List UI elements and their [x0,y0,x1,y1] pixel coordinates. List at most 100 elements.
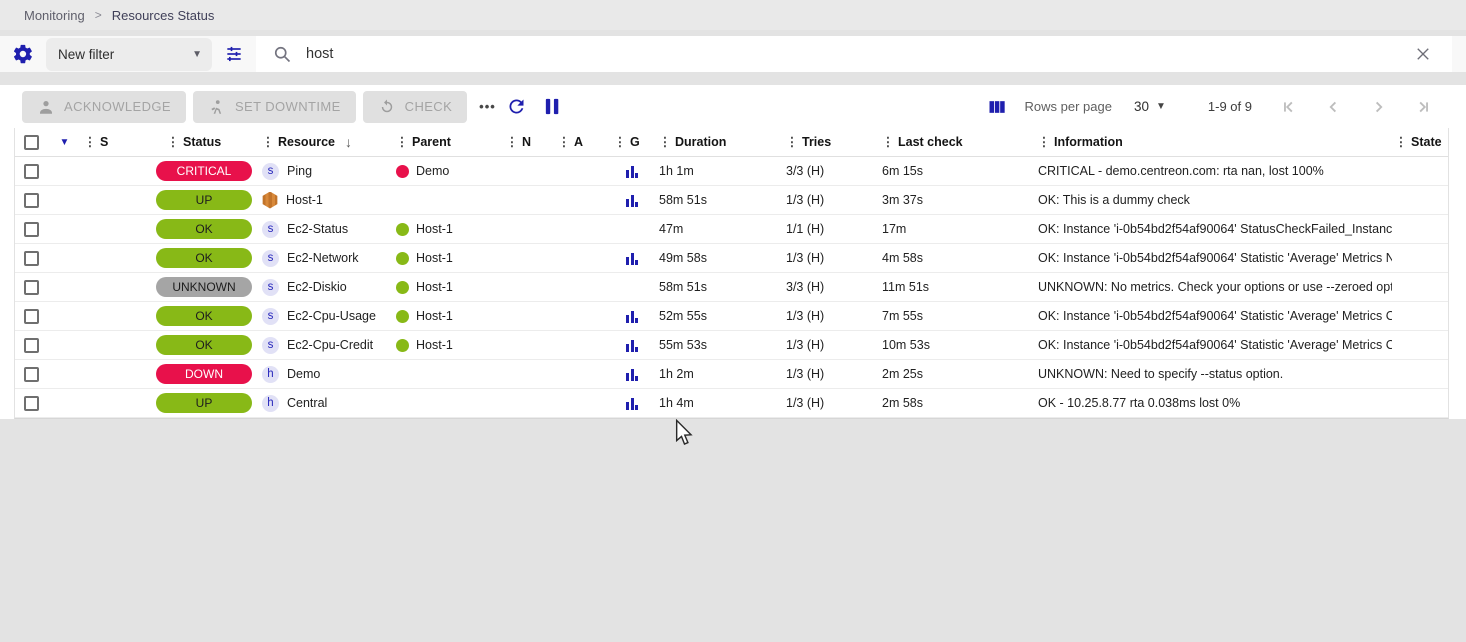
resource-name[interactable]: Ec2-Cpu-Credit [287,338,374,352]
drag-handle-icon[interactable]: ⋮ [1038,134,1050,150]
clear-search-button[interactable] [1414,45,1432,63]
graph-icon[interactable] [626,397,638,410]
header-status[interactable]: ⋮ Status [167,134,222,150]
select-menu-caret-icon[interactable]: ▼ [59,136,70,148]
resource-name[interactable]: Host-1 [286,193,323,207]
saved-filter-select[interactable]: New filter ▼ [46,37,212,71]
pause-icon [545,98,559,115]
table-row[interactable]: OK s Ec2-Network Host-1 49m 58s 1/3 (H) … [15,244,1448,273]
advanced-filter-button[interactable] [212,44,256,64]
downtime-icon [211,99,222,114]
next-page-button[interactable] [1367,96,1389,118]
rows-per-page-select[interactable]: 30 ▼ [1134,99,1166,114]
drag-handle-icon[interactable]: ⋮ [167,134,179,150]
parent-status-dot [396,309,409,323]
row-checkbox[interactable] [24,279,39,295]
search-input[interactable] [306,46,1400,62]
row-checkbox[interactable] [24,395,39,411]
table-row[interactable]: OK s Ec2-Status Host-1 47m 1/1 (H) 17m O… [15,215,1448,244]
drag-handle-icon[interactable]: ⋮ [659,134,671,150]
notes-cell [503,186,555,214]
graph-icon[interactable] [626,310,638,323]
parent-name[interactable]: Host-1 [416,222,453,236]
drag-handle-icon[interactable]: ⋮ [882,134,894,150]
service-icon: s [262,220,279,238]
table-row[interactable]: UP Host-1 58m 51s 1/3 (H) 3m 37s OK: Thi… [15,186,1448,215]
pause-refresh-button[interactable] [543,97,562,116]
drag-handle-icon[interactable]: ⋮ [262,134,274,150]
state-cell [1392,244,1448,272]
table-row[interactable]: DOWN h Demo 1h 2m 1/3 (H) 2m 25s UNKNOWN… [15,360,1448,389]
drag-handle-icon[interactable]: ⋮ [396,134,408,150]
drag-handle-icon[interactable]: ⋮ [1395,134,1407,150]
table-row[interactable]: OK s Ec2-Cpu-Usage Host-1 52m 55s 1/3 (H… [15,302,1448,331]
resource-name[interactable]: Demo [287,367,321,381]
graph-icon[interactable] [626,339,638,352]
drag-handle-icon[interactable]: ⋮ [786,134,798,150]
resource-name[interactable]: Ping [287,164,313,178]
header-last-check[interactable]: ⋮ Last check [882,134,963,150]
status-badge: OK [156,248,252,268]
drag-handle-icon[interactable]: ⋮ [558,134,570,150]
state-cell [1392,331,1448,359]
table-row[interactable]: UNKNOWN s Ec2-Diskio Host-1 58m 51s 3/3 … [15,273,1448,302]
parent-name[interactable]: Host-1 [416,309,453,323]
drag-handle-icon[interactable]: ⋮ [506,134,518,150]
header-information[interactable]: ⋮ Information [1038,134,1123,150]
resource-name[interactable]: Central [287,396,328,410]
header-action[interactable]: ⋮ A [558,134,584,150]
parent-name[interactable]: Host-1 [416,280,453,294]
parent-name[interactable]: Host-1 [416,251,453,265]
filter-settings-button[interactable] [0,43,46,65]
more-actions-button[interactable]: ••• [479,99,496,114]
row-checkbox[interactable] [24,308,39,324]
resource-name[interactable]: Ec2-Network [287,251,359,265]
last-check-cell: 6m 15s [882,164,923,178]
row-checkbox[interactable] [24,250,39,266]
header-state[interactable]: ⋮ State [1395,134,1442,150]
edit-columns-button[interactable] [987,97,1007,117]
header-tries[interactable]: ⋮ Tries [786,134,832,150]
header-severity[interactable]: ⋮ S [84,134,109,150]
search-icon [274,46,291,63]
first-page-button[interactable] [1279,96,1301,118]
table-row[interactable]: CRITICAL s Ping Demo 1h 1m 3/3 (H) 6m 15… [15,157,1448,186]
resource-name[interactable]: Ec2-Cpu-Usage [287,309,376,323]
resource-name[interactable]: Ec2-Status [287,222,349,236]
drag-handle-icon[interactable]: ⋮ [614,134,626,150]
state-cell [1392,389,1448,417]
row-checkbox[interactable] [24,366,39,382]
information-cell: OK: Instance 'i-0b54bd2f54af90064' Stati… [1038,338,1392,352]
previous-page-button[interactable] [1323,96,1345,118]
row-checkbox[interactable] [24,221,39,237]
refresh-button[interactable] [506,96,527,117]
row-checkbox[interactable] [24,192,39,208]
duration-cell: 52m 55s [659,309,707,323]
breadcrumb-item-monitoring[interactable]: Monitoring [24,7,85,23]
resource-name[interactable]: Ec2-Diskio [287,280,347,294]
breadcrumb-item-resources-status[interactable]: Resources Status [111,7,215,23]
table-row[interactable]: OK s Ec2-Cpu-Credit Host-1 55m 53s 1/3 (… [15,331,1448,360]
table-row[interactable]: UP h Central 1h 4m 1/3 (H) 2m 58s OK - 1… [15,389,1448,418]
check-button[interactable]: CHECK [362,90,468,123]
service-icon: s [262,307,279,325]
header-graph[interactable]: ⋮ G [614,134,640,150]
graph-icon[interactable] [626,194,638,207]
acknowledge-button[interactable]: ACKNOWLEDGE [22,90,186,123]
select-all-checkbox[interactable] [24,134,39,150]
drag-handle-icon[interactable]: ⋮ [84,134,96,150]
parent-name[interactable]: Demo [416,164,450,178]
graph-icon[interactable] [626,368,638,381]
row-checkbox[interactable] [24,337,39,353]
header-resource[interactable]: ⋮ Resource ↓ [262,134,352,150]
header-parent[interactable]: ⋮ Parent [396,134,451,150]
set-downtime-button[interactable]: SET DOWNTIME [192,90,356,123]
action-cell [555,186,608,214]
graph-icon[interactable] [626,165,638,178]
header-duration[interactable]: ⋮ Duration [659,134,727,150]
parent-name[interactable]: Host-1 [416,338,453,352]
header-notes[interactable]: ⋮ N [506,134,532,150]
last-page-button[interactable] [1411,96,1433,118]
graph-icon[interactable] [626,252,638,265]
row-checkbox[interactable] [24,163,39,179]
